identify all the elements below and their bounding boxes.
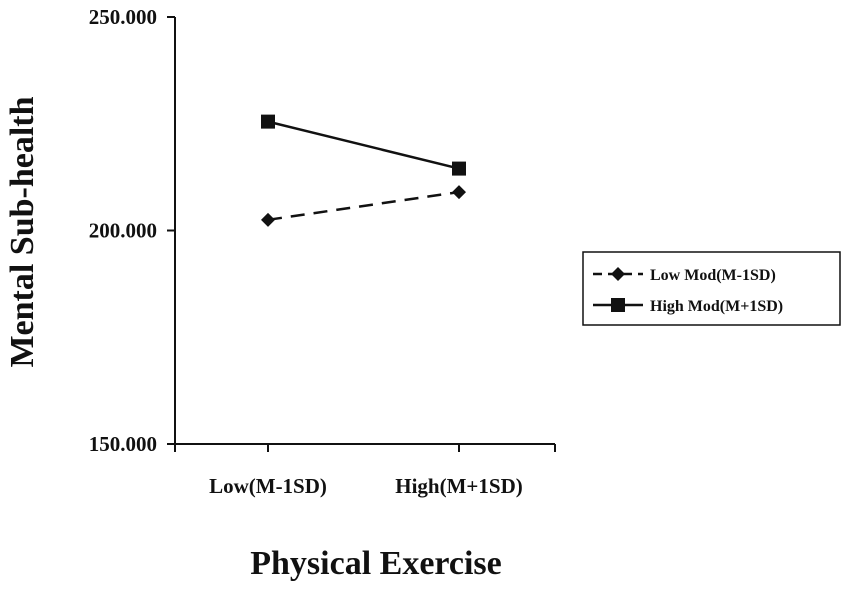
legend-marker xyxy=(611,298,625,312)
series-1 xyxy=(261,185,466,227)
legend-label: Low Mod(M-1SD) xyxy=(650,267,776,284)
legend: Low Mod(M-1SD) High Mod(M+1SD) xyxy=(582,251,841,326)
legend-label: High Mod(M+1SD) xyxy=(650,298,783,315)
legend-box xyxy=(582,251,841,326)
data-point xyxy=(452,185,466,200)
legend-marker xyxy=(611,267,625,281)
y-axis-title: Mental Sub-health xyxy=(4,96,41,367)
y-tick-label: 150.000 xyxy=(89,432,157,456)
data-point xyxy=(452,161,466,176)
x-ticks: Low(M-1SD) High(M+1SD) xyxy=(174,444,556,498)
series-line xyxy=(267,190,460,222)
data-point xyxy=(261,114,275,129)
legend-item: High Mod(M+1SD) xyxy=(593,298,783,315)
y-ticks: 150.000 200.000 250.000 xyxy=(89,5,175,456)
series-layer xyxy=(261,114,466,227)
x-tick-label: Low(M-1SD) xyxy=(209,474,327,498)
series-line xyxy=(267,120,460,170)
x-axis-title: Physical Exercise xyxy=(250,545,502,582)
data-point xyxy=(261,212,275,227)
y-tick-label: 250.000 xyxy=(89,5,157,29)
x-tick-label: High(M+1SD) xyxy=(395,474,522,498)
legend-items: Low Mod(M-1SD) High Mod(M+1SD) xyxy=(593,267,783,315)
legend-item: Low Mod(M-1SD) xyxy=(593,267,776,284)
series-2 xyxy=(261,114,466,176)
y-tick-label: 200.000 xyxy=(89,219,157,243)
axes xyxy=(174,17,555,445)
